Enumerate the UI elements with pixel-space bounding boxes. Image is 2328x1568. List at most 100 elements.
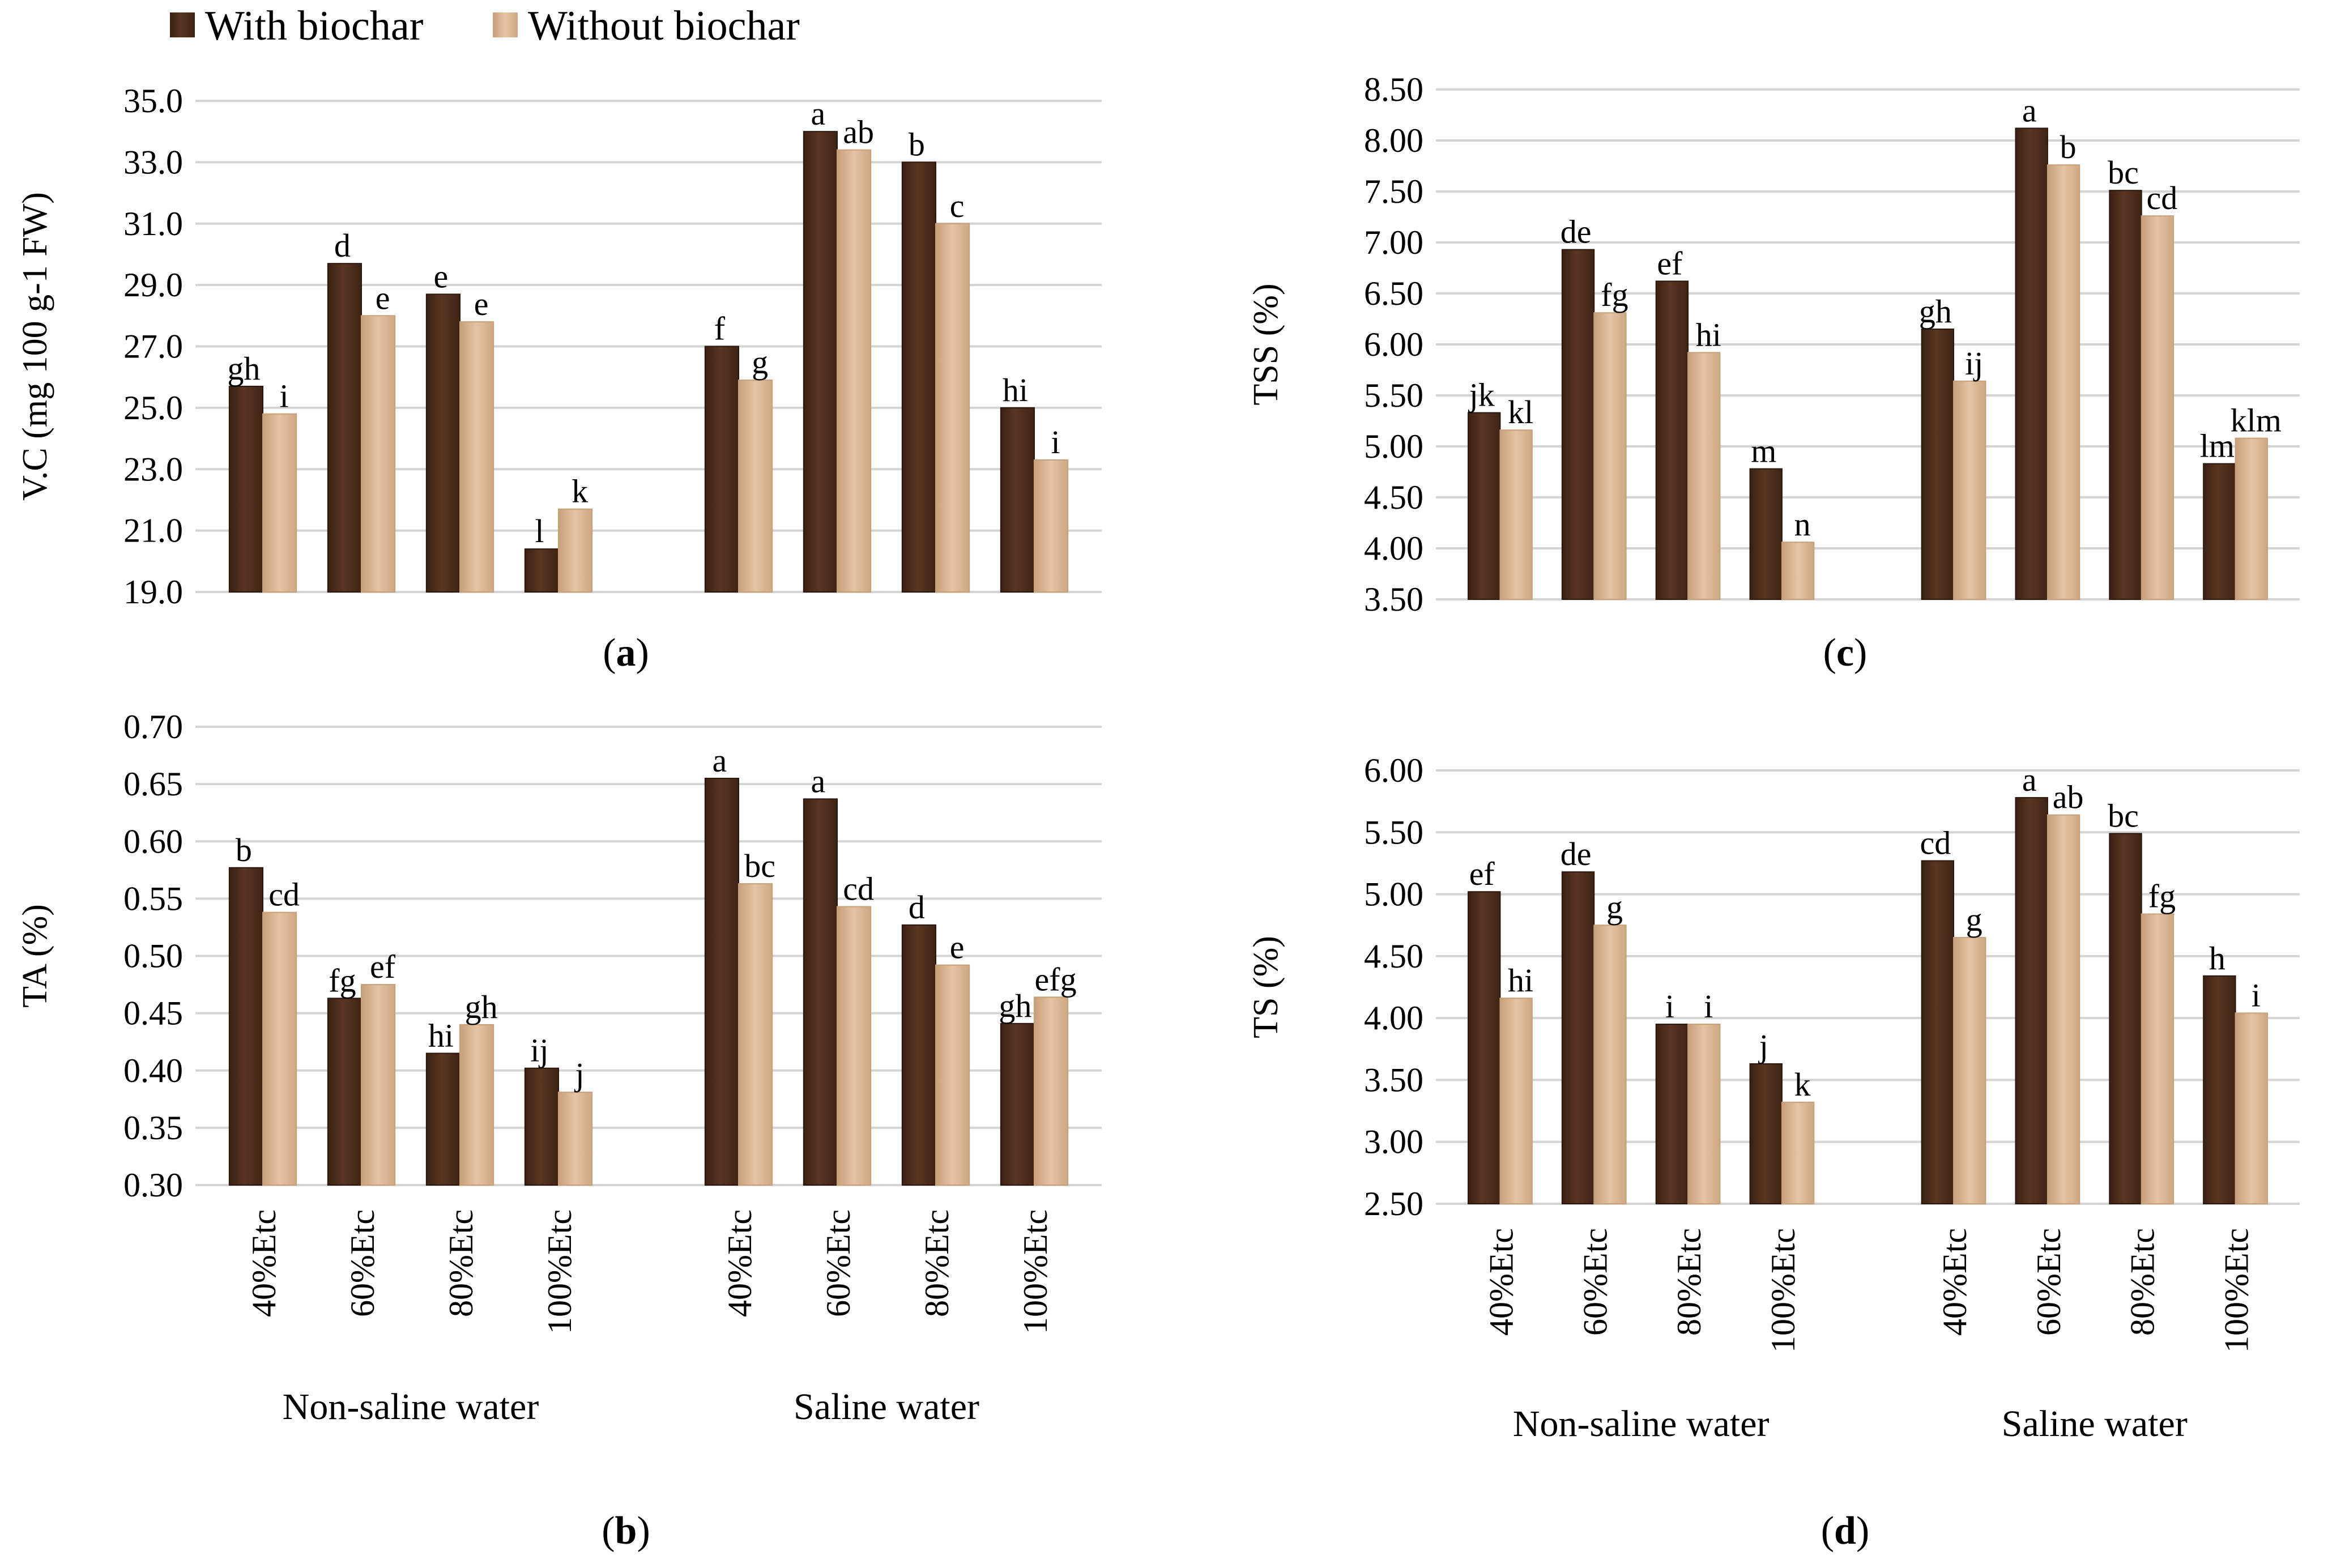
bar-with-biochar — [425, 293, 461, 593]
significance-label: i — [1704, 988, 1713, 1025]
group-label: Non-saline water — [283, 1386, 539, 1428]
bar-with-biochar — [1468, 891, 1501, 1204]
y-tick-label: 0.65 — [123, 765, 183, 803]
bar-without-biochar — [558, 1092, 593, 1186]
x-category-label: 60%Etc — [1576, 1228, 1614, 1336]
significance-label: ij — [1965, 345, 1983, 382]
y-tick-label: 35.0 — [123, 82, 183, 120]
y-tick-label: 4.00 — [1364, 530, 1423, 567]
significance-label: k — [1794, 1066, 1811, 1103]
y-axis-title: TSS (%) — [1247, 283, 1285, 405]
significance-label: ij — [530, 1032, 548, 1069]
panel-label: (c) — [1823, 631, 1867, 675]
y-tick-label: 19.0 — [123, 573, 183, 611]
bar-without-biochar — [262, 911, 297, 1186]
panel-letter: d — [1834, 1509, 1856, 1553]
significance-label: cd — [2147, 180, 2178, 216]
y-tick-label: 4.50 — [1364, 938, 1423, 975]
y-axis-title: TA (%) — [16, 904, 54, 1008]
bar-with-biochar — [228, 867, 263, 1186]
bar-with-biochar — [425, 1053, 461, 1186]
x-category-label: 40%Etc — [245, 1209, 283, 1317]
significance-label: e — [474, 286, 489, 322]
significance-label: ab — [843, 114, 874, 151]
significance-label: hi — [1508, 962, 1533, 999]
bar-without-biochar — [2235, 1012, 2268, 1205]
panel-letter: a — [616, 631, 636, 675]
significance-label: n — [1794, 506, 1811, 543]
bar-without-biochar — [935, 964, 970, 1186]
bar-with-biochar — [1921, 860, 1955, 1204]
y-tick-label: 8.50 — [1364, 71, 1423, 108]
bar-without-biochar — [1499, 429, 1533, 600]
significance-label: j — [1758, 1028, 1768, 1064]
bar-without-biochar — [2141, 913, 2174, 1204]
x-category-label: 100%Etc — [541, 1209, 578, 1334]
legend-swatch-without-biochar — [493, 12, 518, 37]
bar-with-biochar — [2203, 463, 2236, 600]
x-category-label: 80%Etc — [2124, 1228, 2161, 1336]
bar-with-biochar — [1561, 249, 1595, 600]
bar-without-biochar — [1499, 998, 1533, 1204]
legend: With biochar Without biochar — [170, 3, 800, 49]
bar-without-biochar — [1687, 1024, 1721, 1204]
significance-label: gh — [227, 350, 260, 387]
bar-with-biochar — [1468, 412, 1501, 600]
significance-label: kl — [1508, 394, 1533, 431]
significance-label: c — [950, 188, 965, 224]
x-category-label: 80%Etc — [1670, 1228, 1708, 1336]
significance-label: l — [535, 513, 544, 549]
bar-with-biochar — [1655, 1024, 1689, 1204]
significance-label: klm — [2231, 402, 2282, 439]
significance-label: e — [434, 258, 449, 295]
bar-with-biochar — [1000, 1022, 1035, 1186]
y-tick-label: 6.00 — [1364, 326, 1423, 363]
significance-label: d — [909, 889, 925, 926]
y-tick-label: 0.60 — [123, 823, 183, 860]
x-category-label: 80%Etc — [918, 1209, 956, 1317]
bar-without-biochar — [1953, 937, 1986, 1204]
y-tick-label: 25.0 — [123, 389, 183, 427]
bar-without-biochar — [2235, 437, 2268, 600]
significance-label: b — [2060, 129, 2077, 165]
significance-label: gh — [999, 987, 1031, 1024]
significance-label: i — [1665, 988, 1674, 1025]
y-tick-label: 3.00 — [1364, 1123, 1423, 1161]
significance-label: i — [1051, 424, 1060, 461]
panel-b: 0.30 0.35 0.40 0.45 0.50 0.55 0.60 0.65 0.70 TA (… — [16, 708, 1102, 1553]
y-tick-label: 6.50 — [1364, 275, 1423, 312]
significance-label: g — [1606, 889, 1623, 926]
bar-without-biochar — [1034, 459, 1069, 593]
significance-label: cd — [1920, 825, 1951, 862]
significance-label: a — [713, 742, 727, 779]
bar-without-biochar — [262, 413, 297, 593]
significance-label: cd — [268, 876, 300, 913]
bar-without-biochar — [2046, 814, 2080, 1204]
bar-without-biochar — [1687, 352, 1721, 600]
y-tick-label: 0.40 — [123, 1052, 183, 1089]
y-tick-label: 7.50 — [1364, 173, 1423, 210]
significance-label: a — [811, 95, 826, 132]
bar-with-biochar — [1749, 468, 1783, 600]
bar-with-biochar — [901, 161, 936, 593]
x-category-label: 100%Etc — [1764, 1228, 1802, 1353]
bar-without-biochar — [837, 906, 872, 1186]
y-tick-label: 7.00 — [1364, 224, 1423, 261]
y-tick-label: 5.50 — [1364, 377, 1423, 414]
y-tick-label: 8.00 — [1364, 122, 1423, 159]
bar-without-biochar — [1593, 924, 1627, 1204]
significance-label: lm — [2200, 428, 2235, 465]
y-tick-label: 29.0 — [123, 266, 183, 304]
x-category-label: 40%Etc — [1482, 1228, 1520, 1336]
significance-label: b — [236, 832, 252, 868]
significance-label: ef — [370, 948, 396, 985]
bar-without-biochar — [935, 223, 970, 593]
bar-with-biochar — [704, 778, 739, 1186]
significance-label: de — [1560, 214, 1592, 250]
y-tick-label: 4.00 — [1364, 999, 1423, 1037]
bar-without-biochar — [1953, 380, 1986, 600]
significance-label: e — [950, 929, 965, 966]
y-tick-label: 5.00 — [1364, 428, 1423, 465]
significance-label: g — [1966, 901, 1982, 938]
